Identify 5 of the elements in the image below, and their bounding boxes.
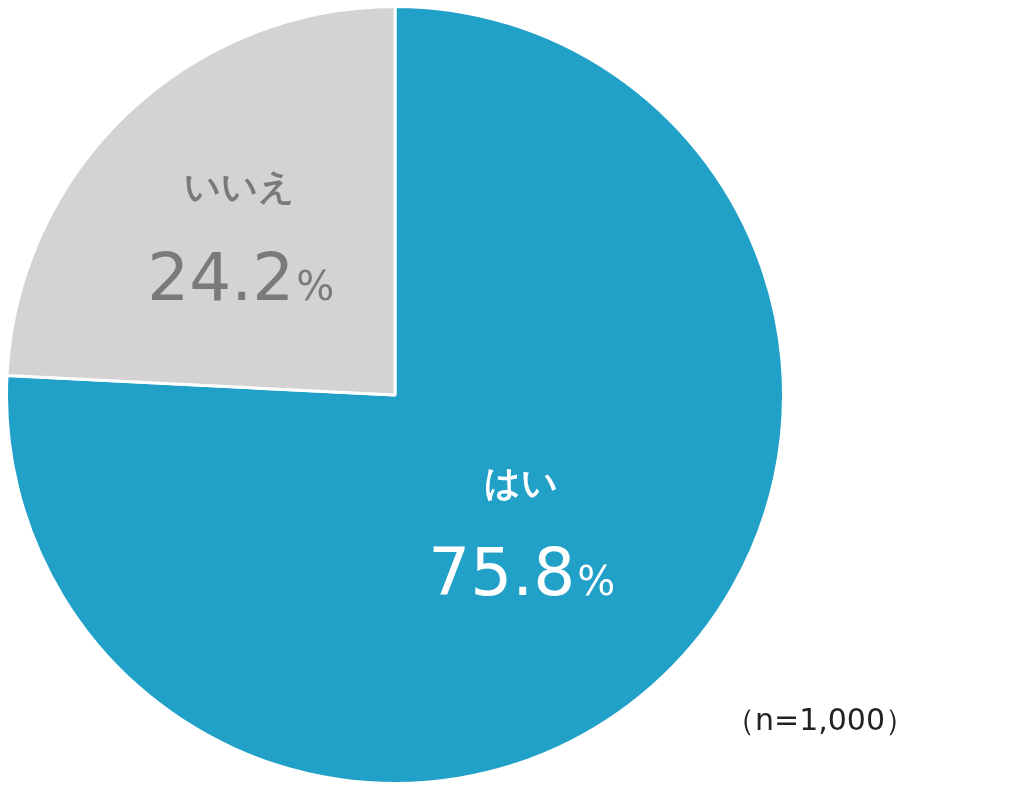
text: （n=1,000） [725,701,916,739]
slice-label: いいえ [184,166,296,208]
slice-label: はい [483,461,558,503]
data-label: 75.8% [428,534,616,612]
data-label: 24.2% [147,238,335,316]
